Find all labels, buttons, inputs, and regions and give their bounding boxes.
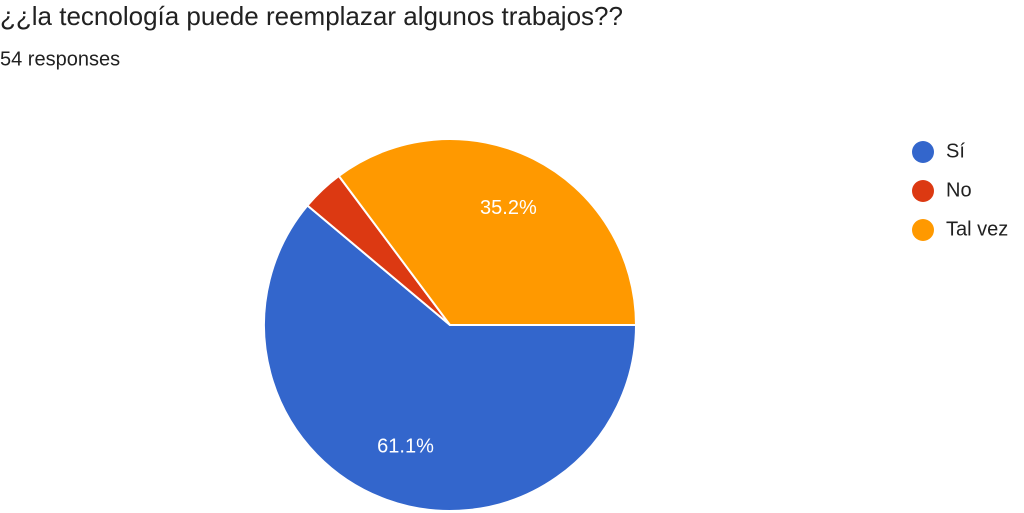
chart-subtitle: 54 responses: [0, 48, 120, 70]
legend-swatch: [912, 219, 934, 241]
slice-label: 35.2%: [480, 197, 537, 219]
pie-slice: [263, 204, 638, 512]
legend-label: Tal vez: [946, 218, 1008, 240]
legend-swatch: [912, 180, 934, 202]
legend-label: Sí: [946, 140, 965, 162]
legend-label: No: [946, 179, 972, 201]
legend-swatch: [912, 141, 934, 163]
chart-title: ¿¿la tecnología puede reemplazar algunos…: [0, 1, 623, 31]
pie-slice: [337, 138, 638, 326]
slice-label: 61.1%: [377, 436, 434, 458]
